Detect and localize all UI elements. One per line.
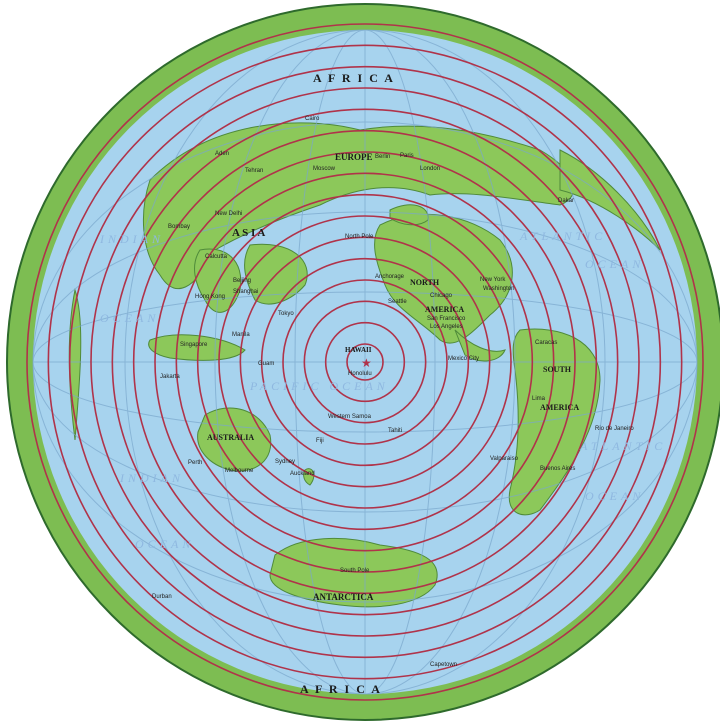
label-hawaii: HAWAII — [345, 346, 372, 354]
distance-ring — [47, 44, 683, 680]
label-sydney: Sydney — [275, 459, 295, 465]
label-moscow: Moscow — [313, 166, 336, 172]
label-fiji: Fiji — [316, 438, 324, 444]
distance-ring — [175, 172, 555, 552]
distance-rings — [26, 23, 704, 701]
label-north-pole: North Pole — [345, 234, 374, 240]
label-rio: Rio de Janeiro — [595, 426, 634, 432]
label-ocean-right-2: OCEAN — [585, 489, 644, 503]
label-guam: Guam — [258, 361, 274, 367]
label-south-america-1: SOUTH — [543, 365, 572, 374]
label-africa-bottom: A F R I C A — [300, 682, 382, 696]
label-north-america-1: NORTH — [410, 278, 440, 287]
label-africa-top: A F R I C A — [313, 71, 395, 85]
label-buenos-aires: Buenos Aires — [540, 466, 575, 472]
distance-ring — [239, 236, 491, 488]
label-jakarta: Jakarta — [160, 374, 180, 380]
label-singapore: Singapore — [180, 342, 208, 348]
label-bombay: Bombay — [168, 224, 190, 230]
label-perth: Perth — [188, 460, 202, 466]
label-beijing: Beijing — [233, 278, 251, 284]
label-chicago: Chicago — [430, 293, 453, 299]
distance-ring — [68, 65, 662, 659]
label-melbourne: Melbourne — [225, 468, 254, 474]
label-cairo: Cairo — [305, 116, 320, 122]
center-star-icon: ★ — [361, 356, 372, 370]
label-pacific: PACIFIC OCEAN — [249, 379, 389, 393]
label-atlantic-1: ATLANTIC — [519, 229, 606, 243]
distance-ring — [324, 321, 406, 403]
label-new-delhi: New Delhi — [215, 211, 242, 217]
distance-ring — [132, 129, 598, 595]
label-asia: A S I A — [232, 227, 265, 239]
label-ocean-left-2: OCEAN — [135, 537, 194, 551]
label-antarctica: ANTARCTICA — [313, 592, 374, 602]
label-new-york: New York — [480, 277, 506, 283]
label-honolulu: Honolulu — [348, 371, 372, 377]
greenland-landmass — [389, 204, 429, 226]
label-los-angeles: Los Angeles — [430, 324, 463, 330]
graticule — [32, 29, 698, 695]
label-seattle: Seattle — [388, 299, 407, 305]
label-durban: Durban — [152, 594, 172, 600]
label-aden: Aden — [215, 151, 229, 157]
city-labels: Cairo Moscow Berlin Paris London Dakar T… — [152, 116, 634, 668]
label-western-samoa: Western Samoa — [328, 414, 372, 420]
distance-ring — [26, 23, 704, 701]
label-atlantic-2: ATLANTIC — [579, 439, 666, 453]
distance-ring — [260, 257, 470, 467]
label-south-pole: South Pole — [340, 568, 370, 574]
label-washington: Washington — [483, 286, 514, 292]
label-indian-2: INDIAN — [119, 471, 184, 485]
label-tokyo: Tokyo — [278, 311, 294, 317]
distance-ring — [218, 215, 512, 509]
label-australia: AUSTRALIA — [207, 433, 254, 442]
label-san-francisco: San Francisco — [427, 316, 466, 322]
label-dakar: Dakar — [558, 198, 574, 204]
new-zealand-landmass — [303, 468, 315, 486]
distance-ring — [346, 343, 384, 381]
distance-ring — [303, 300, 427, 424]
label-auckland: Auckland — [290, 471, 315, 477]
label-london: London — [420, 166, 440, 172]
label-ocean-right: OCEAN — [585, 257, 644, 271]
distance-ring — [196, 193, 534, 531]
label-south-america-2: AMERICA — [540, 403, 579, 412]
label-capetown: Capetown — [430, 662, 457, 668]
label-europe: EUROPE — [335, 152, 373, 162]
label-tahiti: Tahiti — [388, 428, 402, 434]
label-ocean-left: OCEAN — [100, 311, 159, 325]
label-manila: Manila — [232, 332, 250, 338]
label-lima: Lima — [532, 396, 546, 402]
label-anchorage: Anchorage — [375, 274, 405, 280]
distance-ring — [90, 87, 640, 637]
label-north-america-2: AMERICA — [425, 305, 464, 314]
label-calcutta: Calcutta — [205, 254, 228, 260]
label-valparaiso: Valparaiso — [490, 456, 519, 462]
distance-ring — [282, 279, 448, 445]
label-indian-1: INDIAN — [99, 232, 164, 246]
label-hong-kong: Hong Kong — [195, 294, 225, 300]
distance-ring — [111, 108, 619, 616]
label-paris: Paris — [400, 153, 414, 159]
label-shanghai: Shanghai — [233, 289, 258, 295]
distance-ring — [154, 151, 576, 573]
label-mexico-city: Mexico City — [448, 356, 479, 362]
label-berlin: Berlin — [375, 154, 390, 160]
label-caracas: Caracas — [535, 340, 557, 346]
label-tehran: Tehran — [245, 168, 263, 174]
